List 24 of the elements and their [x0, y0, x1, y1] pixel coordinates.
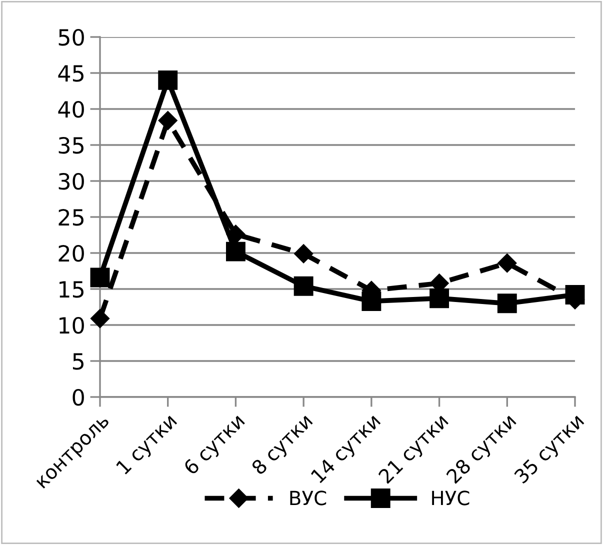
y-tick-label: 0 [72, 388, 84, 406]
point [90, 268, 110, 288]
y-tick-label: 15 [60, 281, 84, 298]
y-tick-label: 45 [58, 65, 84, 82]
point [90, 308, 110, 328]
y-tick-label: 25 [58, 208, 84, 226]
point [158, 110, 178, 130]
point [294, 276, 314, 296]
point [497, 294, 517, 314]
point [498, 254, 517, 273]
point [294, 244, 314, 264]
legend-label: НУС [432, 490, 470, 506]
point [226, 242, 246, 262]
point [226, 224, 246, 244]
y-tick-label: 5 [72, 353, 84, 370]
y-tick-label: 35 [58, 136, 84, 154]
point [158, 70, 178, 90]
y-tick-label: 30 [58, 172, 84, 190]
legend-label: ВУС [290, 490, 326, 506]
y-tick-label: 40 [58, 100, 84, 118]
y-tick-label: 20 [58, 244, 84, 262]
point [430, 288, 450, 308]
y-tick-label: 50 [58, 28, 84, 46]
y-tick-label: 10 [60, 316, 84, 334]
